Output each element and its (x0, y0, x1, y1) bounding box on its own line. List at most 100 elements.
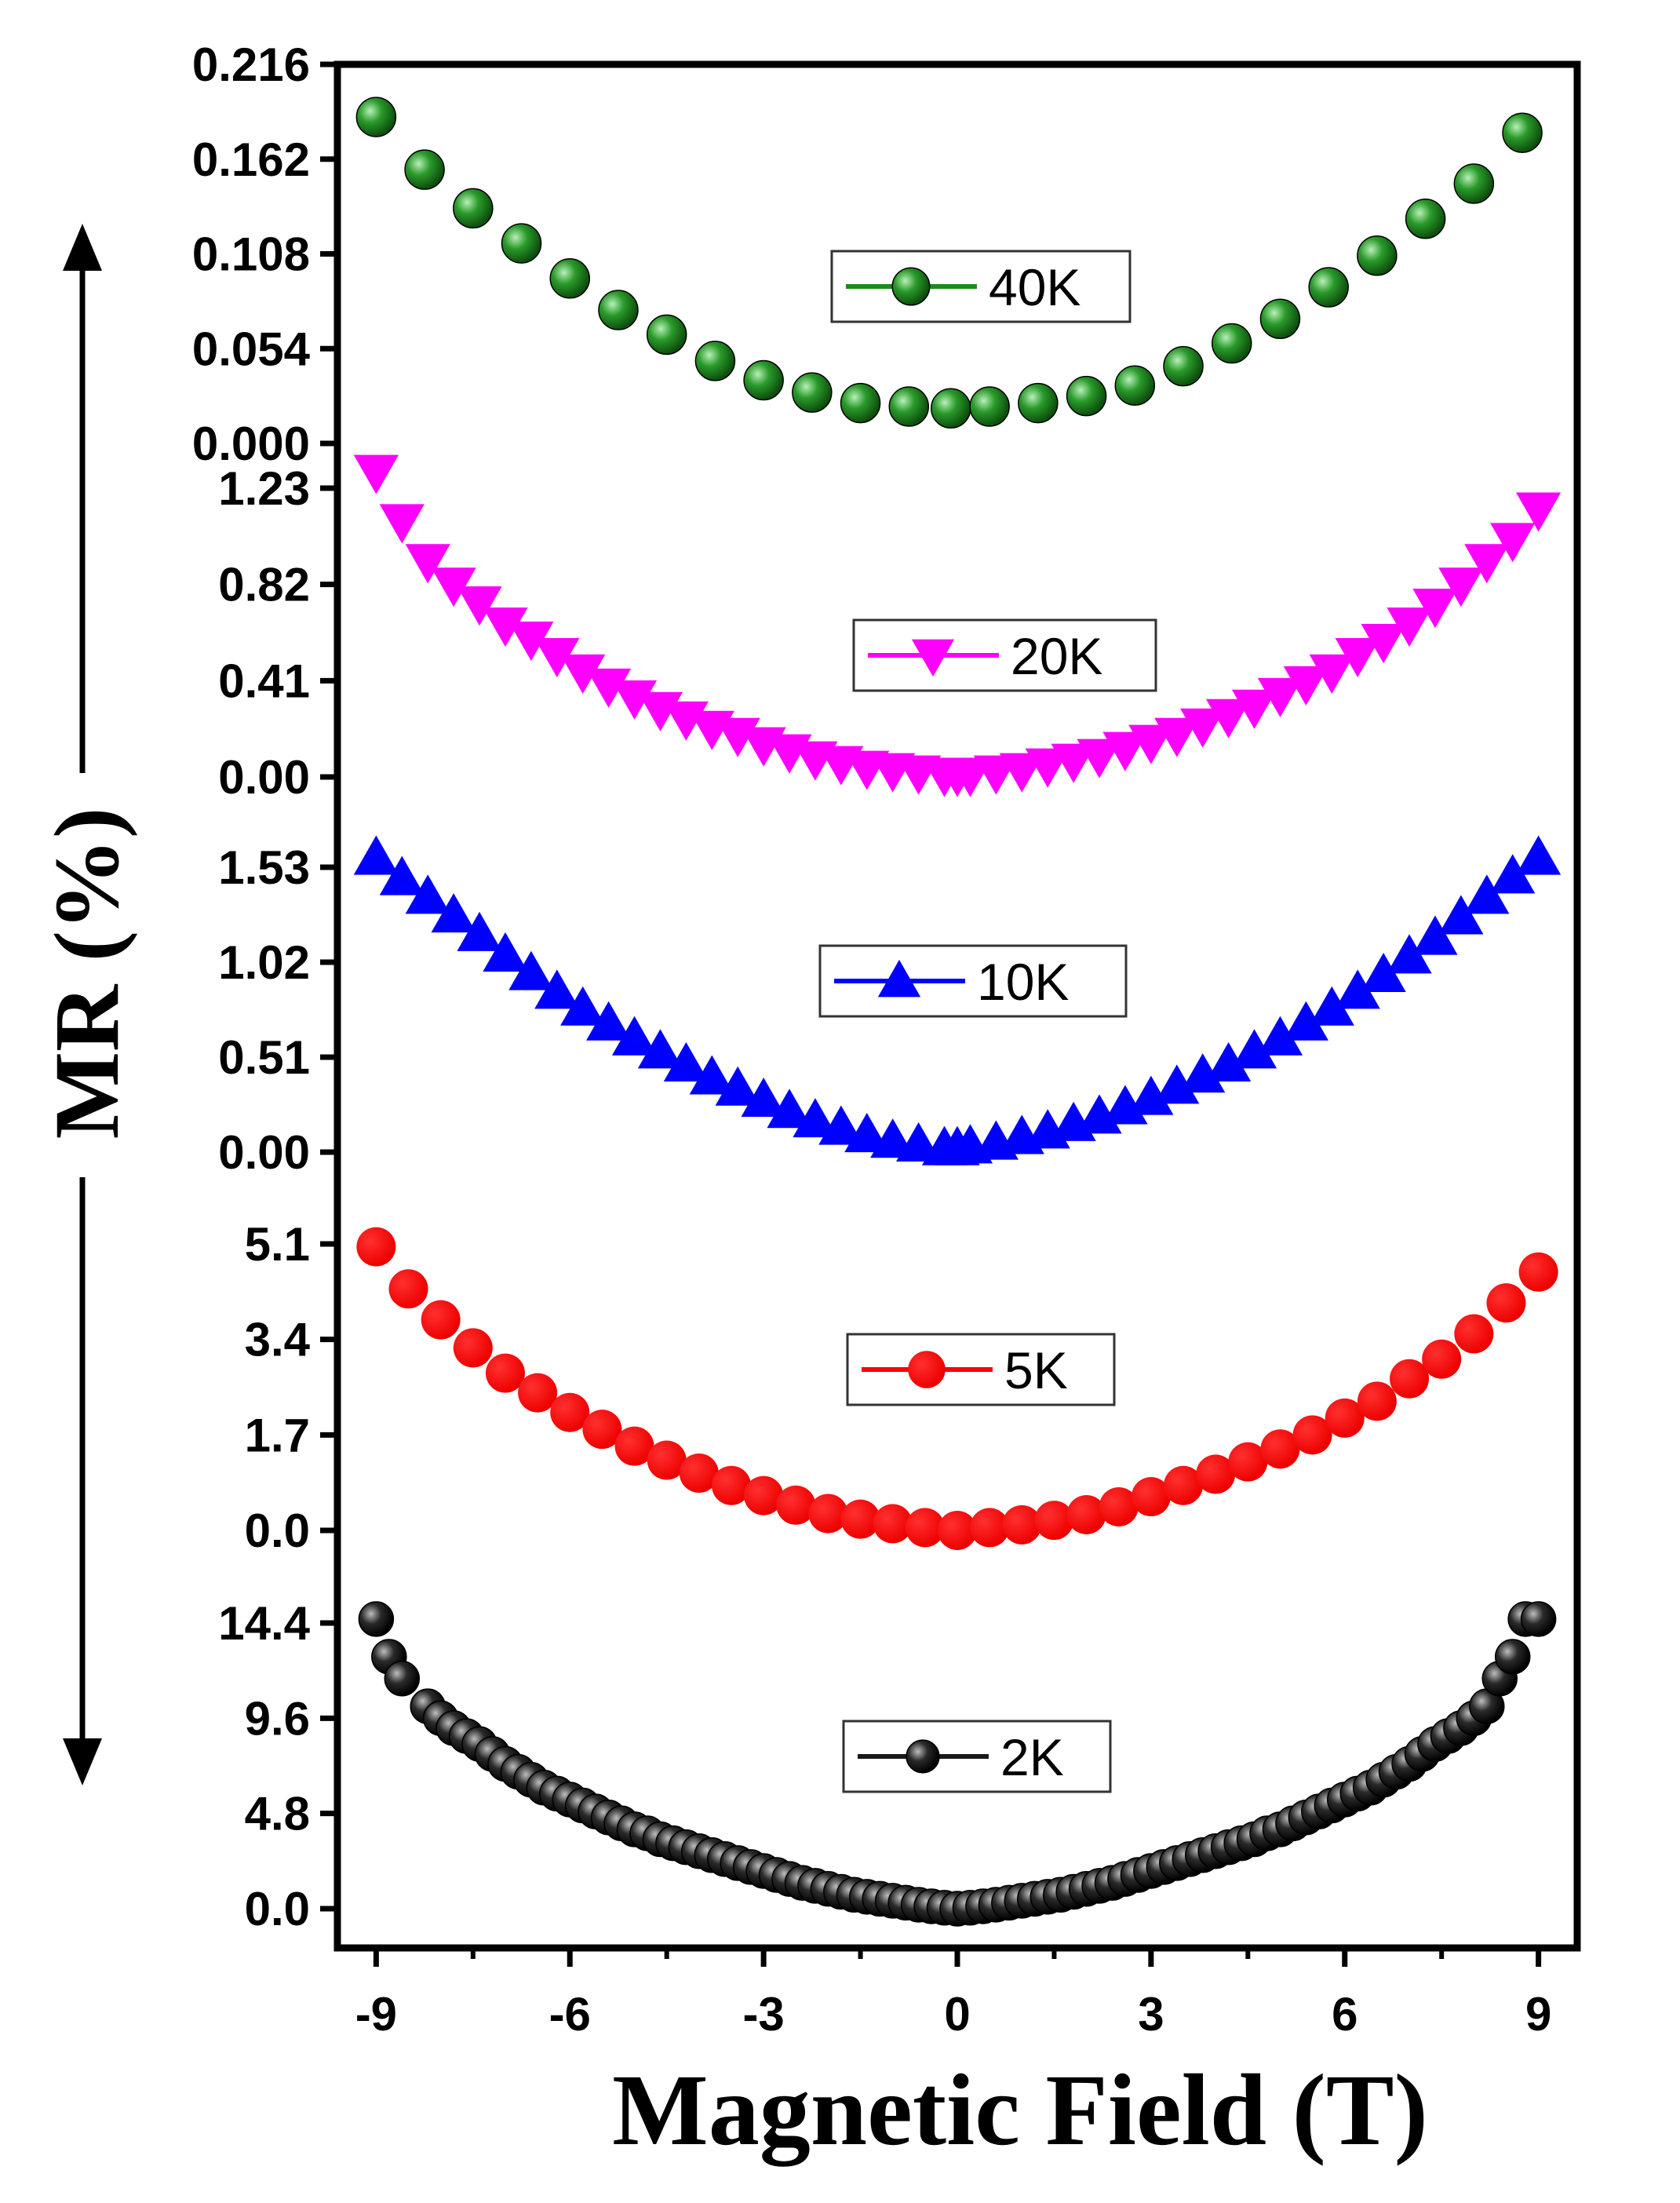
data-point-10K-42 (1412, 915, 1458, 955)
data-point-5K-30 (1325, 1398, 1365, 1438)
data-point-40K-1 (404, 149, 445, 190)
data-point-40K-15 (1066, 375, 1107, 417)
data-point-40K-7 (694, 341, 736, 381)
data-point-10K-36 (1257, 1016, 1303, 1056)
data-point-5K-32 (1390, 1359, 1430, 1399)
data-point-10K-5 (483, 932, 528, 972)
data-point-2K-89 (1520, 1601, 1557, 1637)
data-point-20K-43 (1438, 567, 1484, 607)
x-axis-title: Magnetic Field (T) (612, 2054, 1428, 2167)
legend-marker-20K (911, 639, 955, 677)
x-tick-label-2: -3 (742, 1988, 784, 2041)
x-tick-label-0: -9 (355, 1988, 397, 2041)
data-point-5K-15 (840, 1499, 880, 1539)
data-point-20K-10 (611, 680, 658, 720)
data-point-20K-34 (1206, 698, 1252, 739)
data-point-20K-5 (483, 607, 528, 647)
data-point-20K-3 (431, 567, 476, 607)
legend-2K: 2K (842, 1720, 1112, 1793)
data-point-20K-4 (457, 586, 502, 626)
legend-10K: 10K (818, 944, 1128, 1018)
data-point-5K-20 (1002, 1505, 1042, 1545)
data-point-40K-4 (549, 258, 590, 299)
data-point-10K-8 (560, 986, 606, 1026)
data-point-20K-30 (1102, 731, 1148, 771)
y-tick-label-20K-0: 0.00 (218, 751, 310, 804)
data-point-5K-25 (1164, 1465, 1204, 1505)
y-tick-label-2K-1: 4.8 (245, 1788, 310, 1840)
legend-marker-2K (906, 1739, 940, 1774)
data-point-20K-40 (1361, 624, 1406, 664)
data-point-5K-35 (1486, 1283, 1526, 1323)
panel-40K: 0.000 0.054 0.108 0.162 0.216 40K (192, 38, 1543, 470)
y-tick-label-2K-3: 14.4 (218, 1597, 310, 1650)
data-point-10K-9 (586, 1001, 632, 1041)
data-point-10K-15 (741, 1077, 786, 1118)
x-tick-label-6: 9 (1525, 1988, 1551, 2041)
data-point-20K-32 (1154, 717, 1200, 757)
data-point-40K-20 (1308, 267, 1349, 308)
legend-label-10K: 10K (977, 953, 1069, 1011)
data-point-40K-24 (1502, 112, 1543, 153)
y-tick-label-5K-0: 0.0 (245, 1505, 310, 1557)
data-point-20K-6 (508, 622, 554, 662)
data-point-20K-29 (1077, 739, 1122, 779)
data-point-40K-23 (1453, 163, 1495, 204)
x-tick-label-1: -6 (549, 1988, 591, 2041)
data-point-5K-24 (1131, 1477, 1171, 1517)
data-point-20K-2 (405, 544, 450, 584)
data-point-5K-2 (421, 1300, 461, 1340)
data-point-40K-0 (355, 97, 397, 137)
data-point-5K-22 (1066, 1494, 1106, 1534)
data-point-10K-13 (689, 1055, 734, 1095)
data-point-10K-11 (637, 1029, 683, 1069)
data-point-40K-12 (931, 388, 971, 429)
data-point-20K-28 (1051, 743, 1096, 783)
data-point-2K-87 (1494, 1639, 1531, 1675)
data-point-5K-26 (1196, 1454, 1236, 1494)
y-tick-label-10K-1: 0.51 (218, 1031, 310, 1084)
data-point-5K-31 (1357, 1381, 1397, 1421)
data-point-10K-38 (1309, 986, 1354, 1026)
data-point-5K-9 (647, 1440, 687, 1480)
y-tick-label-40K-0: 0.000 (192, 418, 310, 470)
data-point-40K-2 (453, 188, 494, 229)
x-tick-label-4: 3 (1138, 1988, 1164, 2041)
y-axis-title: MR (%) (35, 808, 138, 1140)
data-point-10K-12 (663, 1041, 709, 1081)
data-point-20K-26 (999, 753, 1044, 793)
y-tick-label-20K-1: 0.41 (218, 655, 310, 707)
data-point-20K-41 (1387, 607, 1432, 647)
data-point-10K-6 (508, 950, 554, 990)
data-point-40K-18 (1211, 323, 1252, 364)
data-point-10K-40 (1361, 953, 1406, 993)
y-tick-label-10K-2: 1.02 (218, 936, 310, 989)
data-point-10K-45 (1490, 854, 1536, 894)
data-point-40K-10 (840, 382, 881, 424)
y-tick-label-5K-1: 1.7 (245, 1409, 310, 1461)
data-point-40K-14 (1018, 382, 1059, 424)
legend-20K: 20K (852, 618, 1157, 692)
data-point-40K-13 (969, 386, 1010, 427)
data-point-20K-0 (353, 454, 399, 494)
data-point-5K-36 (1518, 1252, 1558, 1292)
data-point-10K-0 (353, 835, 399, 875)
data-point-5K-4 (485, 1353, 525, 1393)
data-point-10K-46 (1516, 835, 1562, 875)
panels-layer: 0.0 4.8 9.6 14.4 2K 0.0 1.7 3.4 5.1 5K 0.00 0.51 1.0… (192, 38, 1562, 1935)
arrow-up-icon (63, 224, 102, 271)
data-point-5K-5 (518, 1373, 558, 1413)
y-tick-label-5K-2: 3.4 (245, 1314, 311, 1366)
y-axis-title-group: MR (%) (35, 224, 138, 1785)
data-point-10K-16 (767, 1089, 812, 1129)
legend-5K: 5K (846, 1333, 1116, 1406)
data-point-20K-33 (1180, 708, 1226, 748)
data-point-5K-1 (388, 1269, 428, 1309)
legend-label-40K: 40K (989, 258, 1081, 316)
data-point-40K-22 (1405, 199, 1446, 239)
y-tick-label-20K-3: 1.23 (218, 462, 310, 515)
legend-label-20K: 20K (1011, 627, 1102, 685)
data-point-2K-2 (384, 1661, 421, 1697)
data-point-10K-37 (1283, 1001, 1328, 1041)
data-point-10K-43 (1438, 895, 1484, 935)
